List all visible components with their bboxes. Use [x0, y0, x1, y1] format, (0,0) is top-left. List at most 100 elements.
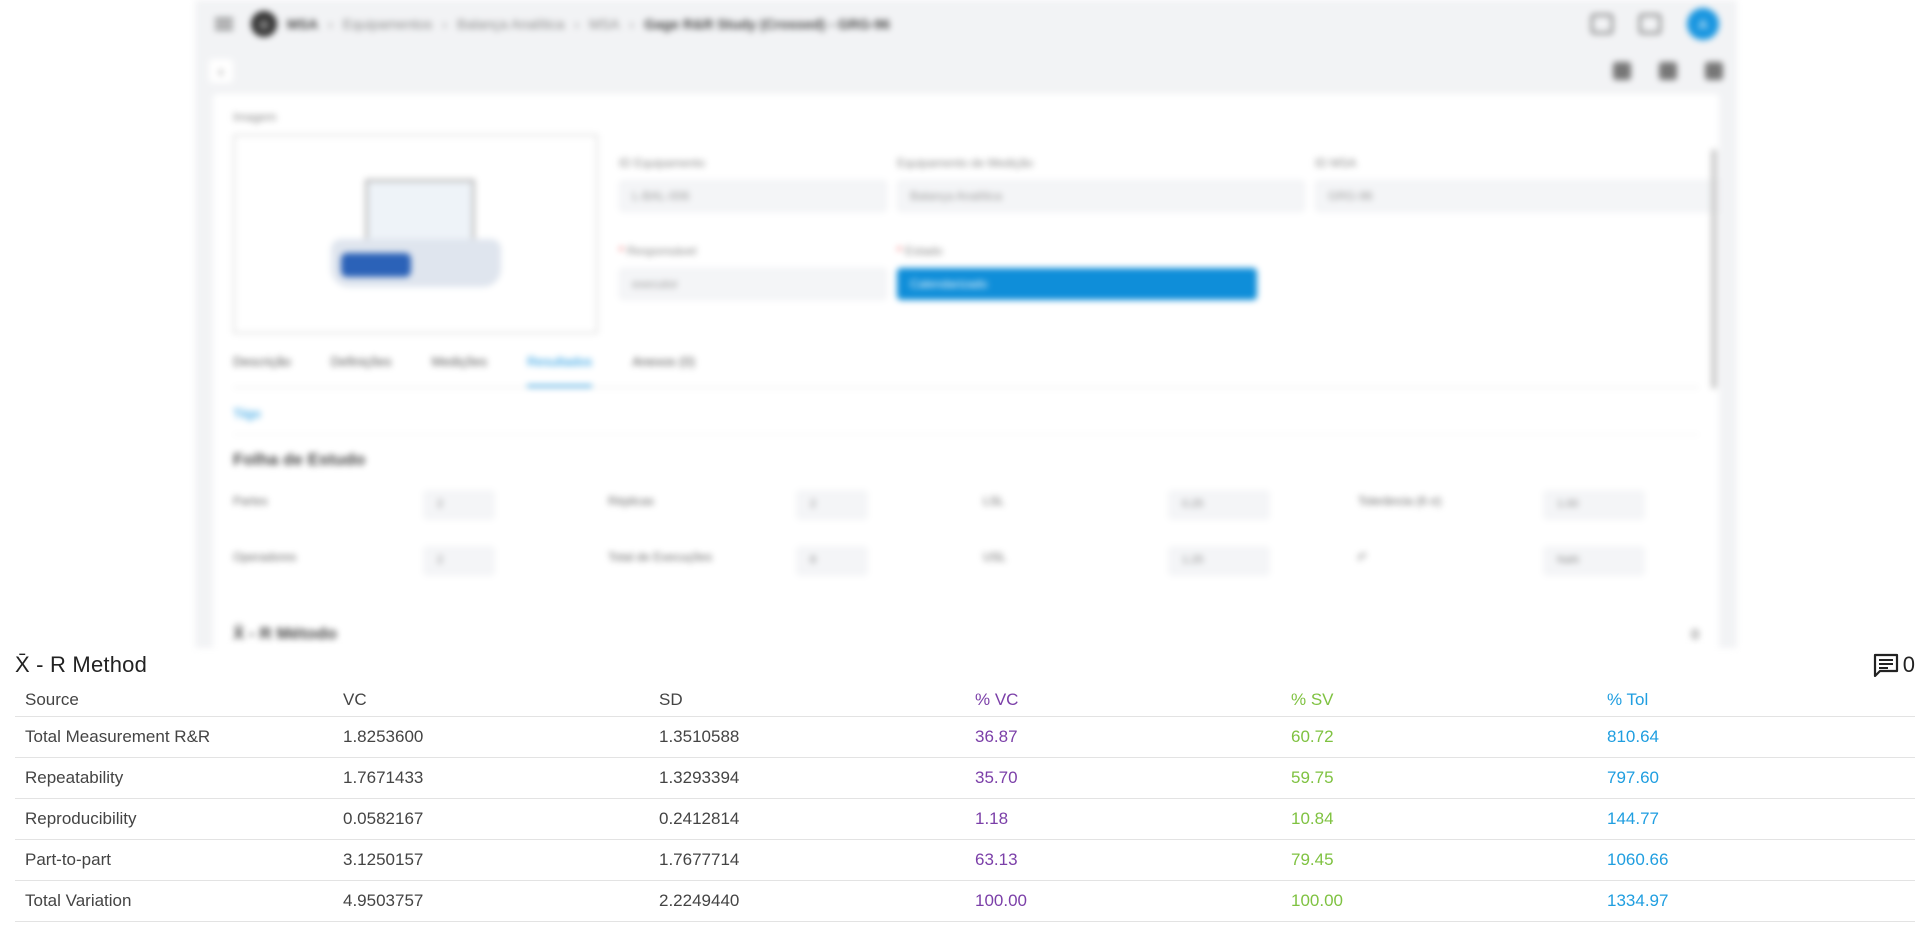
state-select[interactable]: Calendarizado: [897, 268, 1257, 300]
column-header-source: Source: [15, 684, 333, 717]
cell-percent-sv: 100.00: [1281, 880, 1597, 922]
chevron-right-icon: ›: [328, 16, 333, 32]
chevron-right-icon: ›: [442, 16, 447, 32]
section-title-blurred: X̄ - R Método: [233, 624, 337, 643]
top-actions: A: [1591, 8, 1719, 40]
calendar-icon[interactable]: [1591, 14, 1613, 34]
tab-description[interactable]: Descrição: [233, 354, 291, 369]
lsl-label: LSL: [983, 494, 1005, 508]
record-actions: [1613, 62, 1723, 80]
breadcrumb-item[interactable]: MSA: [287, 16, 319, 32]
operators-value[interactable]: 2: [423, 546, 495, 576]
cell-percent-vc: 63.13: [965, 839, 1281, 881]
table-row: Total Variation 4.9503757 2.2249440 100.…: [15, 880, 1915, 922]
measuring-equipment-input[interactable]: Balança Analítica: [897, 180, 1305, 212]
replicas-label: Réplicas: [608, 494, 655, 508]
breadcrumb: ◎ MSA › Equipamentos › Balança Analítica…: [251, 11, 890, 37]
total-runs-label: Total de Execuções: [608, 550, 713, 564]
xbar-r-results-panel: X̄ - R Method 0 Source VC SD % VC % SV %…: [15, 652, 1915, 922]
cell-percent-tol: 1060.66: [1597, 839, 1915, 881]
table-row: Reproducibility 0.0582167 0.2412814 1.18…: [15, 798, 1915, 840]
divider: [233, 434, 1699, 435]
usl-label: USL: [983, 550, 1007, 564]
cell-vc: 0.0582167: [333, 798, 649, 840]
cell-percent-sv: 10.84: [1281, 798, 1597, 840]
cell-sd: 1.3510588: [649, 716, 965, 758]
cell-sd: 2.2249440: [649, 880, 965, 922]
record-tabs: Descrição Definições Medições Resultados…: [233, 354, 1699, 388]
record-card: Imagem ID Equipamento L-BAL-006 Equipame…: [213, 94, 1723, 648]
blurred-app-background: ◎ MSA › Equipamentos › Balança Analítica…: [195, 0, 1737, 648]
tolerance-label: Tolerância (6 σ): [1358, 494, 1442, 508]
balance-picture: [330, 169, 501, 299]
tab-definitions[interactable]: Definições: [330, 354, 392, 369]
comment-icon: [1873, 653, 1898, 677]
breadcrumb-item[interactable]: Balança Analítica: [456, 16, 565, 32]
save-icon[interactable]: [1613, 62, 1631, 80]
cell-percent-tol: 1334.97: [1597, 880, 1915, 922]
cell-percent-sv: 59.75: [1281, 757, 1597, 799]
scrollbar[interactable]: [1711, 149, 1717, 389]
parts-value[interactable]: 2: [423, 490, 495, 520]
cell-percent-vc: 1.18: [965, 798, 1281, 840]
view-icon[interactable]: [1659, 62, 1677, 80]
measuring-equipment-field: Equipamento de Medição Balança Analítica: [897, 156, 1305, 212]
column-header-sd: SD: [649, 684, 965, 717]
tab-attachments[interactable]: Anexos (0): [632, 354, 696, 369]
cell-percent-vc: 100.00: [965, 880, 1281, 922]
responsible-select[interactable]: executor: [619, 268, 887, 300]
back-button[interactable]: ‹: [209, 59, 233, 83]
cell-vc: 1.8253600: [333, 716, 649, 758]
alert-icon[interactable]: [1639, 14, 1661, 34]
table-row: Total Measurement R&R 1.8253600 1.351058…: [15, 716, 1915, 758]
cell-source: Reproducibility: [15, 798, 333, 840]
hamburger-menu-icon[interactable]: [213, 13, 235, 35]
r-squared-value[interactable]: NaN: [1543, 546, 1645, 576]
responsible-field: * Responsável executor: [619, 244, 887, 300]
top-bar: ◎ MSA › Equipamentos › Balança Analítica…: [195, 0, 1737, 48]
msa-id-input[interactable]: GRG-96: [1315, 180, 1723, 212]
column-header-percent-tol: % Tol: [1597, 684, 1915, 717]
lsl-value[interactable]: 0.25: [1168, 490, 1270, 520]
breadcrumb-item[interactable]: MSA: [589, 16, 620, 32]
tab-results[interactable]: Resultados: [527, 354, 593, 387]
panel-title: X̄ - R Method: [15, 652, 148, 677]
cell-percent-sv: 60.72: [1281, 716, 1597, 758]
table-row: Repeatability 1.7671433 1.3293394 35.70 …: [15, 757, 1915, 799]
chevron-right-icon: ›: [629, 16, 635, 32]
column-header-vc: VC: [333, 684, 649, 717]
delete-icon[interactable]: [1705, 62, 1723, 80]
breadcrumb-item[interactable]: Equipamentos: [342, 16, 433, 32]
tolerance-value[interactable]: 1.00: [1543, 490, 1645, 520]
sub-toolbar: ‹: [195, 48, 1737, 94]
panel-header: X̄ - R Method 0: [15, 652, 1915, 678]
field-label: ID Equipamento: [619, 156, 706, 170]
tab-measurements[interactable]: Medições: [431, 354, 488, 369]
subtab-type[interactable]: Tiigo: [233, 406, 261, 421]
cell-vc: 3.1250157: [333, 839, 649, 881]
cell-percent-vc: 35.70: [965, 757, 1281, 799]
usl-value[interactable]: 1.25: [1168, 546, 1270, 576]
avatar[interactable]: A: [1687, 8, 1719, 40]
table-header-row: Source VC SD % VC % SV % Tol: [15, 684, 1915, 717]
table-row: Part-to-part 3.1250157 1.7677714 63.13 7…: [15, 839, 1915, 881]
comments-button[interactable]: 0: [1873, 652, 1915, 678]
field-label: * Estado: [897, 244, 943, 258]
msa-id-field: ID MSA GRG-96: [1315, 156, 1723, 212]
cell-percent-vc: 36.87: [965, 716, 1281, 758]
cell-source: Repeatability: [15, 757, 333, 799]
field-label: Equipamento de Medição: [897, 156, 1034, 170]
cell-sd: 1.7677714: [649, 839, 965, 881]
comment-count-blurred[interactable]: 0: [1691, 626, 1699, 642]
cell-source: Part-to-part: [15, 839, 333, 881]
cell-source: Total Measurement R&R: [15, 716, 333, 758]
app-logo-icon: ◎: [251, 11, 277, 37]
equipment-image[interactable]: [233, 134, 598, 334]
total-runs-value[interactable]: 8: [796, 546, 868, 576]
column-header-percent-sv: % SV: [1281, 684, 1597, 717]
equipment-id-input[interactable]: L-BAL-006: [619, 180, 887, 212]
parts-label: Partes: [233, 494, 268, 508]
cell-vc: 4.9503757: [333, 880, 649, 922]
replicas-value[interactable]: 2: [796, 490, 868, 520]
cell-sd: 0.2412814: [649, 798, 965, 840]
